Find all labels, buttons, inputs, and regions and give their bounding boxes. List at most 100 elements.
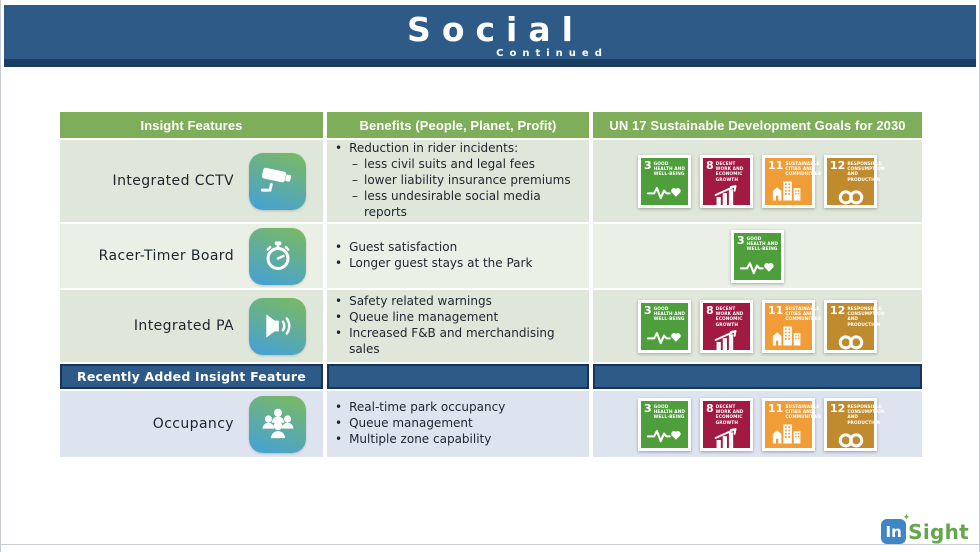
sdg-number: 12 bbox=[830, 158, 846, 172]
dash-bullet: – bbox=[352, 157, 358, 172]
sdg-goal-label: Good Health and Well-Being bbox=[746, 236, 779, 253]
sdg-goal-label: Responsible Consumption and Production bbox=[847, 306, 885, 328]
growth-chart-icon bbox=[714, 428, 737, 449]
sdg-badge-11: 11 Sustainable Cities and Communities bbox=[762, 397, 821, 451]
slide-edge-left bbox=[0, 0, 1, 552]
city-buildings-icon bbox=[772, 181, 801, 201]
sdg-tile-header: 3 Good Health and Well-Being bbox=[644, 303, 686, 323]
city-buildings-icon bbox=[772, 424, 801, 444]
sdg-tile: 12 Responsible Consumption and Production bbox=[827, 302, 885, 350]
sdg-tile-header: 11 Sustainable Cities and Communities bbox=[768, 402, 821, 421]
logo-in-text: In bbox=[885, 522, 902, 541]
feature-label: Integrated PA bbox=[133, 318, 234, 334]
benefit-text: Queue line management bbox=[349, 310, 499, 325]
slide-edge-bottom bbox=[0, 544, 980, 545]
sdg-cell-racer-timer-board: 3 Good Health and Well-Being bbox=[593, 224, 922, 288]
growth-chart-icon bbox=[714, 330, 737, 351]
insight-features-table: Insight Features Benefits (People, Plane… bbox=[60, 112, 922, 457]
sdg-number: 8 bbox=[706, 303, 714, 317]
logo-sight-text: Sight bbox=[908, 519, 969, 544]
benefit-text: Real-time park occupancy bbox=[349, 400, 506, 415]
sdg-tile: 8 Decent Work and Economic Growth bbox=[703, 400, 750, 449]
dash-bullet: – bbox=[352, 188, 358, 203]
benefit-text: Safety related warnings bbox=[349, 294, 492, 309]
benefit-sub-item: – lower liability insurance premiums bbox=[352, 173, 575, 189]
sdg-number: 12 bbox=[830, 401, 846, 415]
section-bar-fill bbox=[327, 364, 589, 389]
speaker-icon bbox=[249, 297, 306, 355]
sdg-tile: 8 Decent Work and Economic Growth bbox=[703, 302, 750, 351]
benefits-cell-occupancy: • Real-time park occupancy • Queue manageme… bbox=[327, 391, 589, 457]
growth-chart-icon bbox=[714, 185, 737, 206]
sdg-tile: 3 Good Health and Well-Being bbox=[734, 232, 781, 280]
sdg-tile: 12 Responsible Consumption and Production bbox=[827, 400, 885, 448]
sdg-badge-8: 8 Decent Work and Economic Growth bbox=[700, 154, 753, 208]
section-header-label: Recently Added Insight Feature bbox=[77, 369, 306, 384]
sdg-goal-label: Responsible Consumption and Production bbox=[847, 161, 885, 183]
sdg-tile-header: 11 Sustainable Cities and Communities bbox=[768, 158, 821, 178]
bullet-dot: • bbox=[335, 326, 343, 340]
sdg-tile: 11 Sustainable Cities and Communities bbox=[765, 302, 821, 350]
sdg-cell-occupancy: 3 Good Health and Well-Being 8 Decent Work… bbox=[593, 391, 922, 457]
logo-in-mark: In ✦ bbox=[881, 514, 910, 544]
section-header-recently-added: Recently Added Insight Feature bbox=[60, 364, 323, 389]
sdg-badge-11: 11 Sustainable Cities and Communities bbox=[762, 299, 821, 353]
infinity-icon bbox=[838, 335, 864, 350]
sdg-cell-integrated-cctv: 3 Good Health and Well-Being 8 Decent Work… bbox=[593, 140, 922, 222]
sdg-badge-11: 11 Sustainable Cities and Communities bbox=[762, 154, 821, 208]
benefit-sub-text: less undesirable social media reports bbox=[364, 188, 541, 219]
sdg-tile-header: 8 Decent Work and Economic Growth bbox=[706, 402, 748, 426]
sdg-goal-label: Sustainable Cities and Communities bbox=[785, 404, 822, 421]
sdg-badge-12: 12 Responsible Consumption and Production bbox=[824, 154, 885, 208]
cctv-camera-icon bbox=[249, 152, 306, 210]
sdg-badge-8: 8 Decent Work and Economic Growth bbox=[700, 397, 753, 451]
benefit-text: Increased F&B and merchandising sales bbox=[349, 326, 555, 356]
sdg-number: 3 bbox=[737, 233, 745, 247]
feature-cell-racer-timer-board: Racer-Timer Board bbox=[60, 224, 323, 288]
column-header-insight-features: Insight Features bbox=[60, 112, 323, 138]
sdg-goal-label: Sustainable Cities and Communities bbox=[785, 161, 822, 178]
heartbeat-heart-icon bbox=[646, 429, 681, 442]
benefit-text: Guest satisfaction bbox=[349, 240, 458, 255]
bullet-dot: • bbox=[335, 141, 343, 156]
sdg-tile: 3 Good Health and Well-Being bbox=[641, 400, 688, 448]
benefit-text: Queue management bbox=[349, 416, 473, 431]
sdg-tile: 8 Decent Work and Economic Growth bbox=[703, 157, 750, 206]
benefit-sub-text: less civil suits and legal fees bbox=[364, 157, 535, 172]
feature-cell-occupancy: Occupancy bbox=[60, 391, 323, 457]
bullet-dot: • bbox=[335, 294, 343, 309]
sdg-goal-label: Decent Work and Economic Growth bbox=[715, 404, 744, 426]
heartbeat-heart-icon bbox=[646, 186, 681, 199]
sdg-goal-label: Responsible Consumption and Production bbox=[847, 404, 885, 426]
feature-cell-integrated-cctv: Integrated CCTV bbox=[60, 140, 323, 222]
sdg-number: 11 bbox=[768, 158, 784, 172]
sdg-tile-header: 11 Sustainable Cities and Communities bbox=[768, 304, 821, 323]
sdg-badge-12: 12 Responsible Consumption and Production bbox=[824, 397, 885, 451]
bullet-dot: • bbox=[335, 431, 343, 446]
sdg-badge-8: 8 Decent Work and Economic Growth bbox=[700, 299, 753, 353]
sdg-tile: 3 Good Health and Well-Being bbox=[641, 157, 688, 205]
leaf-spark-icon: ✦ bbox=[902, 513, 911, 523]
section-bar-fill bbox=[593, 364, 922, 389]
sdg-number: 12 bbox=[830, 303, 846, 317]
benefits-cell-racer-timer-board: • Guest satisfaction • Longer guest stays a… bbox=[327, 224, 589, 288]
benefit-item: • Increased F&B and merchandising sales bbox=[335, 326, 575, 358]
city-buildings-icon bbox=[772, 326, 801, 346]
sdg-number: 3 bbox=[644, 303, 652, 317]
benefit-item: • Queue management bbox=[335, 416, 575, 432]
sdg-tile-header: 8 Decent Work and Economic Growth bbox=[706, 159, 748, 183]
insight-logo: In ✦ Sight bbox=[881, 514, 969, 544]
benefit-item: • Queue line management bbox=[335, 310, 575, 326]
bullet-dot: • bbox=[335, 416, 343, 431]
benefit-item: • Reduction in rider incidents: bbox=[335, 141, 575, 157]
benefit-text: Reduction in rider incidents: bbox=[349, 141, 519, 156]
sdg-goal-label: Good Health and Well-Being bbox=[653, 404, 686, 421]
benefit-item: • Guest satisfaction bbox=[335, 240, 575, 256]
sdg-tile-header: 12 Responsible Consumption and Production bbox=[830, 401, 885, 426]
bullet-dot: • bbox=[335, 240, 343, 255]
sdg-tile: 11 Sustainable Cities and Communities bbox=[765, 157, 821, 205]
benefit-text: Multiple zone capability bbox=[349, 431, 492, 446]
benefit-sub-item: – less undesirable social media reports bbox=[352, 189, 575, 221]
bullet-dot: • bbox=[335, 310, 343, 325]
title-banner: Social Continued bbox=[4, 5, 976, 67]
